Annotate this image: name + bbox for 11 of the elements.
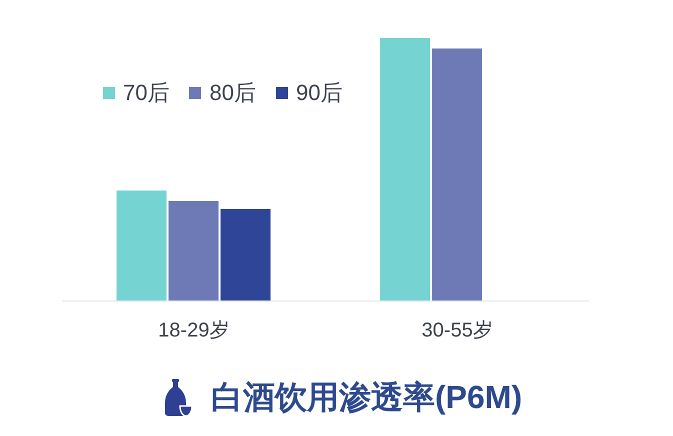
bar xyxy=(432,48,482,301)
x-tick-label: 18-29岁 xyxy=(158,319,230,342)
text: 白酒饮用渗透率(P6M) xyxy=(211,379,522,416)
bar xyxy=(116,190,167,301)
legend-label: 70后 xyxy=(123,80,170,105)
bar xyxy=(380,38,430,301)
x-tick-label: 30-55岁 xyxy=(422,319,493,342)
bar xyxy=(220,208,271,301)
legend-label: 80后 xyxy=(209,80,256,105)
bar xyxy=(168,201,219,301)
legend-label: 90后 xyxy=(296,80,342,105)
